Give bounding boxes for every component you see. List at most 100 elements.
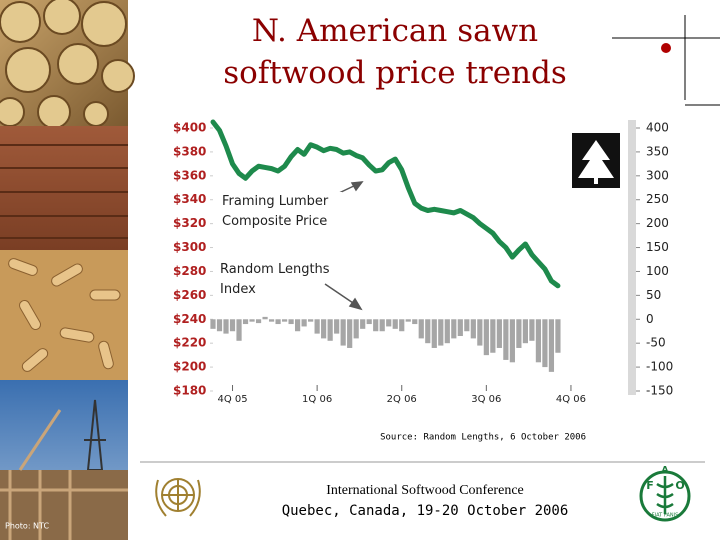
y2-tick-label: 250 [646,192,669,206]
bar [444,319,450,344]
bar [301,319,307,327]
lumber-lines [0,144,128,239]
fao-letter: O [675,479,684,492]
y-tick-label: $400 [173,121,206,135]
x-tick-label: 1Q 06 [302,394,332,405]
y-tick-label: $340 [173,192,206,206]
bar [216,319,223,332]
x-tick-label: 4Q 05 [217,394,247,405]
bar [347,319,353,348]
bar [529,319,535,341]
y2-tick-label: -50 [646,336,666,350]
bar [366,319,372,325]
bar [373,319,379,332]
bar [255,319,262,324]
annotation: Framing Lumber Composite Price [222,192,342,232]
house-frame [0,470,128,540]
fao-motto: FIAT PANIS [652,513,679,519]
bar [223,319,229,334]
bar [288,319,294,325]
bar [308,319,314,322]
y-tick-label: $260 [173,288,206,302]
y2-tick-label: 0 [646,312,654,326]
corner-dot [661,43,671,53]
bar [249,319,255,322]
y-tick-label: $240 [173,312,206,326]
x-tick-label: 2Q 06 [387,394,417,405]
bar [522,319,528,344]
bar [412,319,418,325]
y2-tick-label: 300 [646,168,669,182]
fao-letter: F [646,479,654,492]
bar [229,319,236,332]
y-tick-label: $180 [173,384,206,398]
bar [496,319,502,348]
bar [431,319,437,348]
bar [242,319,249,325]
bar [503,319,509,360]
bar [334,319,340,334]
bar [438,319,444,346]
pellets [8,258,121,372]
y2-tick-label: -150 [646,384,673,398]
y-tick-label: $300 [173,240,206,254]
y2-tick-label: 350 [646,144,669,158]
bar [542,319,548,368]
conference: International Softwood Conference [326,483,524,498]
bar [464,319,470,332]
y-tick-label: $360 [173,168,206,182]
bar [451,319,457,339]
bar [314,319,320,334]
bar [555,319,561,353]
bar [275,319,281,325]
tree-icon [578,140,614,178]
fao-letter: A [662,466,669,476]
bar [268,319,275,322]
y-tick-label: $380 [173,144,206,158]
bar [470,319,476,339]
bar [405,319,411,322]
bar [399,319,405,332]
bar [535,319,542,363]
bar [418,319,424,339]
un-emblem [155,478,201,517]
bar [509,319,515,363]
bar [327,319,333,341]
frame-studs [0,409,128,540]
tree-trunk [594,178,598,184]
line [210,119,561,289]
photo-credit: Photo: NTC [5,522,49,531]
source: Source: Random Lengths, 6 October 2006 [380,433,586,443]
bar [360,319,366,329]
bar [483,319,489,356]
bar [379,319,385,332]
bar [321,319,327,339]
bar [281,319,288,322]
bar [490,319,496,353]
bar [457,319,463,337]
y2-tick-label: 150 [646,240,669,254]
bar [340,319,346,346]
axis-strip [628,120,636,395]
y2-tick-label: 400 [646,121,669,135]
photo-lumber [0,126,128,250]
y2-tick-label: 200 [646,216,669,230]
bar [236,319,242,341]
bar [295,319,301,332]
x-tick-label: 3Q 06 [471,394,501,405]
y-tick-label: $320 [173,216,206,230]
bar [425,319,431,344]
corner-cross [612,15,720,106]
fao-emblem [639,470,691,522]
y2-tick-label: 50 [646,288,661,302]
conference-place: Quebec, Canada, 19-20 October 2006 [282,503,569,519]
bar [477,319,483,346]
bar [548,319,555,372]
y-tick-label: $220 [173,336,206,350]
x-tick-label: 4Q 06 [556,394,586,405]
y2-tick-label: 100 [646,264,669,278]
bar [386,319,392,327]
annotation: Random Lengths Index [220,262,330,297]
